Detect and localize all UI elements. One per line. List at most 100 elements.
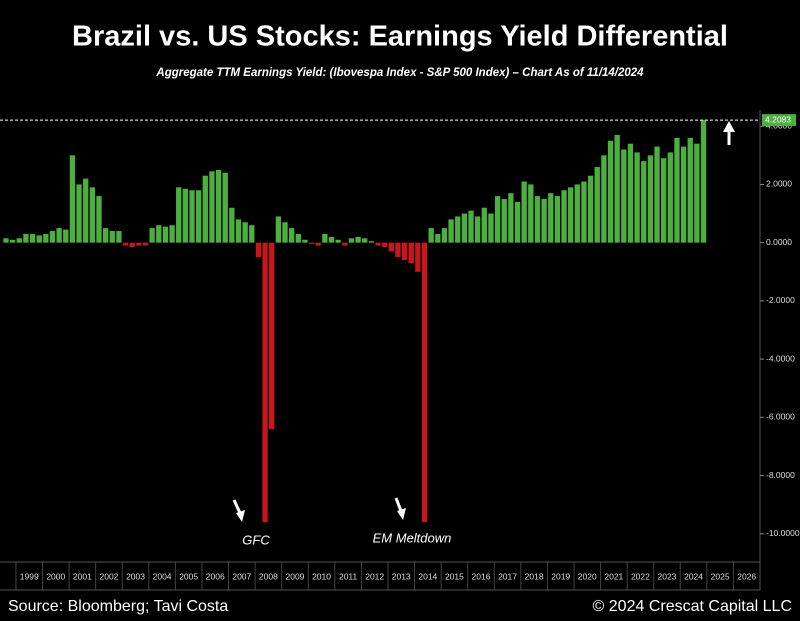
x-tick-label: 2016	[472, 571, 491, 581]
x-tick-label: 2020	[578, 571, 597, 581]
y-tick-label: -10.0000	[766, 528, 800, 538]
bar	[83, 178, 89, 243]
bar	[548, 193, 554, 243]
bar	[461, 213, 468, 243]
up-arrow-head	[723, 121, 735, 132]
bar	[249, 225, 255, 243]
bar	[335, 239, 341, 243]
bar	[381, 242, 388, 248]
bar	[9, 239, 16, 243]
bar	[362, 238, 368, 243]
bar	[607, 140, 614, 243]
bar	[641, 161, 647, 243]
bar	[162, 226, 169, 243]
bar	[136, 242, 142, 246]
bar	[428, 228, 434, 243]
bar	[388, 242, 394, 252]
bar	[667, 152, 673, 243]
bar	[514, 201, 521, 243]
bar	[308, 242, 315, 245]
bar	[328, 236, 335, 243]
plot-area: 1999 2000 2001 2002 2003 2004 2005 2006 2007 2008…	[0, 110, 800, 591]
x-tick-label: 2005	[179, 571, 198, 581]
x-tick-label: 2009	[286, 571, 305, 581]
bar	[534, 196, 541, 243]
bar	[222, 172, 228, 243]
bar	[601, 155, 607, 243]
bar	[288, 228, 295, 243]
bar	[102, 228, 109, 243]
bar	[694, 143, 700, 243]
bar	[680, 146, 687, 243]
source: Source: Bloomberg; Tavi Costa	[8, 598, 228, 615]
x-tick-label: 2003	[126, 571, 145, 581]
x-tick-label: 2001	[73, 571, 92, 581]
bar	[229, 207, 235, 243]
bar	[235, 219, 242, 243]
bar	[614, 134, 620, 243]
bar	[282, 222, 288, 243]
bar	[521, 181, 527, 243]
bar	[89, 187, 95, 243]
bar	[634, 152, 640, 243]
bar	[395, 242, 401, 258]
bar	[441, 228, 448, 243]
bar	[435, 233, 441, 243]
bar	[647, 155, 654, 243]
bar	[195, 190, 202, 243]
chart-subtitle: Aggregate TTM Earnings Yield: (Ibovespa …	[155, 67, 644, 79]
chart-title: Brazil vs. US Stocks: Earnings Yield Dif…	[72, 21, 728, 53]
x-tick-label: 2023	[658, 571, 677, 581]
bar	[3, 238, 9, 243]
bar	[149, 228, 155, 243]
x-tick-label: 2008	[259, 571, 278, 581]
bar	[342, 242, 348, 246]
bar	[76, 184, 82, 243]
bar	[375, 242, 381, 246]
last-value-label: 4.2083	[765, 114, 791, 124]
bar	[368, 241, 375, 243]
y-tick-label: 2.0000	[766, 179, 792, 189]
bar	[494, 196, 501, 243]
x-tick-label: 2015	[445, 571, 464, 581]
bar	[176, 187, 182, 243]
bar	[242, 222, 248, 243]
y-tick-label: -6.0000	[766, 412, 795, 422]
x-tick-label: 2013	[392, 571, 411, 581]
x-tick-label: 2022	[631, 571, 650, 581]
x-tick-label: 1999	[20, 571, 39, 581]
gfc-arrow-head	[236, 510, 245, 522]
bar	[69, 155, 76, 243]
bar	[215, 169, 222, 243]
bar	[29, 233, 36, 243]
x-tick-label: 2026	[737, 571, 756, 581]
y-tick-label: -2.0000	[766, 295, 795, 305]
footer	[0, 594, 800, 621]
bar	[541, 198, 547, 243]
x-tick-label: 2019	[551, 571, 570, 581]
bar	[109, 231, 115, 243]
bar	[415, 242, 421, 272]
x-tick-label: 2014	[418, 571, 437, 581]
x-tick-label: 2007	[232, 571, 251, 581]
bar	[587, 175, 594, 243]
bar	[621, 149, 627, 243]
bar	[481, 207, 487, 243]
bar	[501, 198, 507, 243]
bar	[156, 225, 162, 243]
bar	[448, 219, 454, 243]
bar	[581, 181, 587, 243]
bar	[455, 216, 461, 243]
bar	[627, 143, 634, 243]
x-tick-label: 2011	[339, 571, 358, 581]
bar	[488, 213, 494, 243]
x-tick-label: 2012	[365, 571, 384, 581]
bar	[574, 184, 580, 243]
em-arrow-head	[397, 508, 406, 520]
bar	[116, 231, 122, 243]
x-tick-label: 2000	[46, 571, 65, 581]
annotation: EM Meltdown	[373, 530, 452, 545]
bar	[262, 242, 268, 523]
bar	[554, 196, 561, 243]
bar	[49, 231, 56, 243]
